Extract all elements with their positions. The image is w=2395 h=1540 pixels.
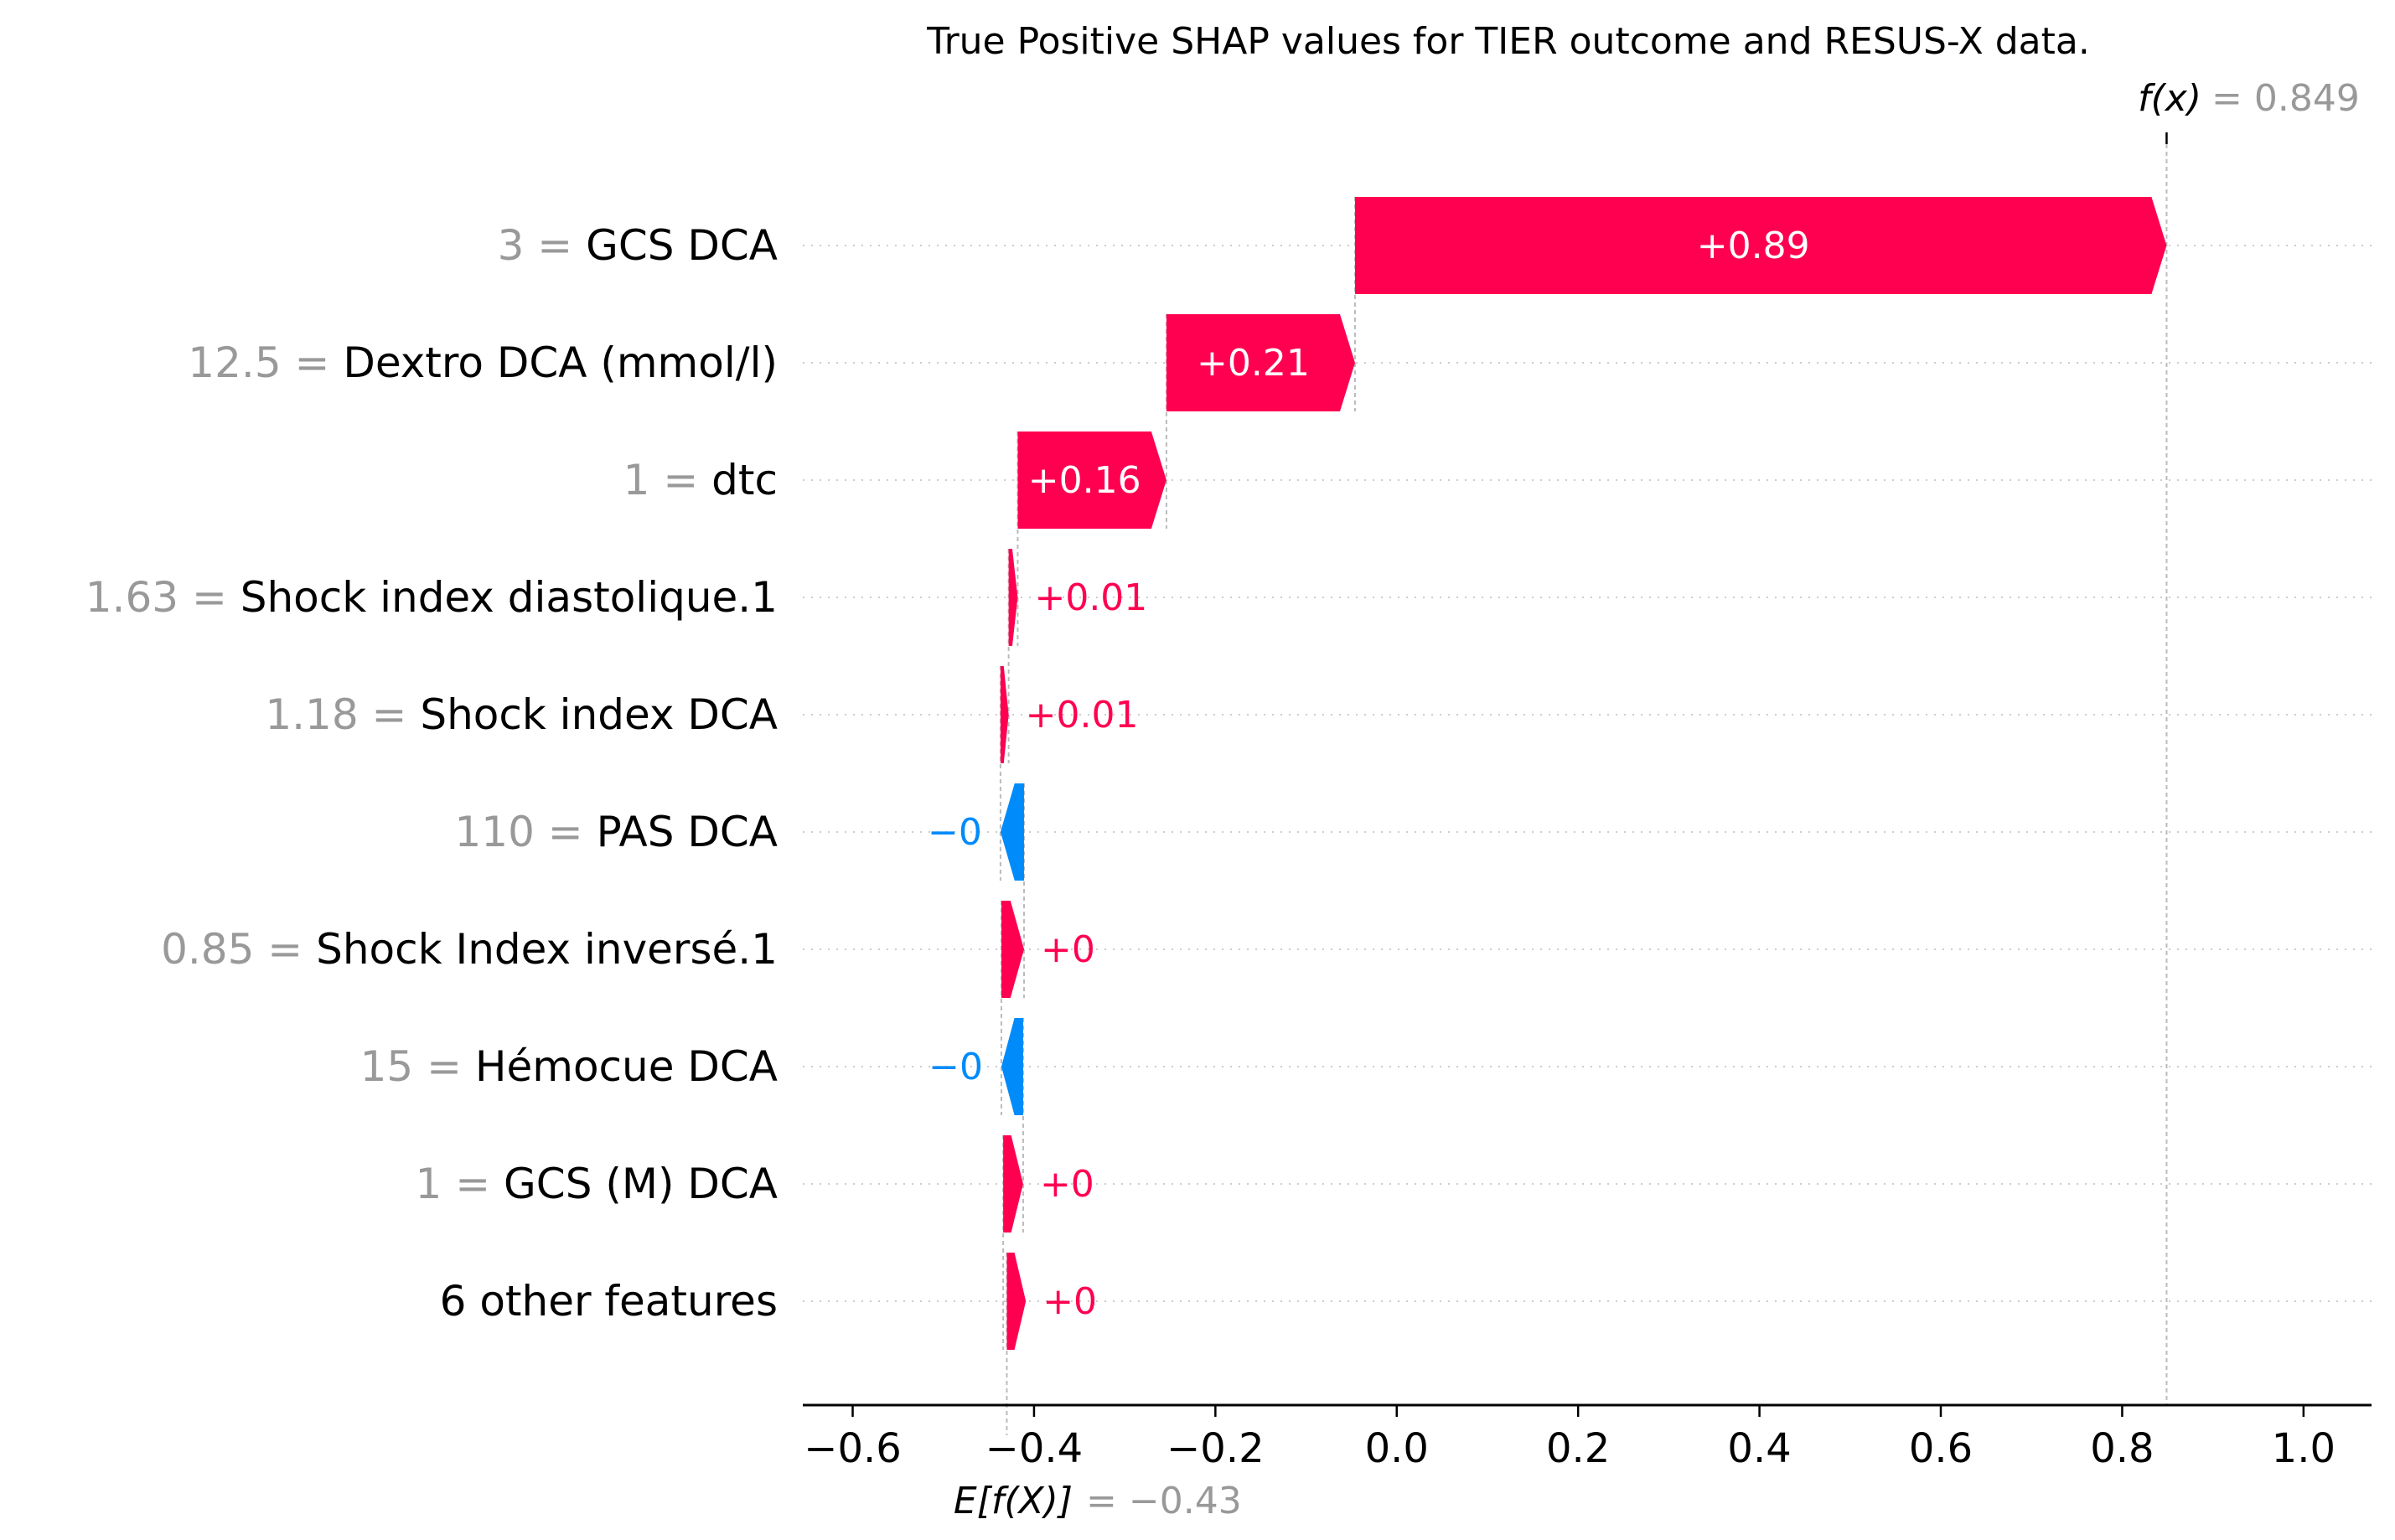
shap-bar: [1000, 666, 1009, 763]
shap-bar: [1000, 783, 1025, 881]
feature-labels: 3 = GCS DCA 12.5 = Dextro DCA (mmol/l) 1 =…: [85, 221, 778, 1326]
shap-value-label: −0: [929, 1046, 983, 1088]
fx-label: f(x): [2138, 77, 2201, 120]
feature-name: Shock index diastolique.1: [241, 573, 778, 622]
feature-value: 110 =: [454, 808, 596, 856]
feature-name: Dextro DCA (mmol/l): [343, 338, 778, 387]
feature-label: 0.85 = Shock Index inversé.1: [161, 925, 778, 974]
x-tick-label: 0.6: [1909, 1425, 1973, 1472]
base-annotation: E[f(X)] = −0.43: [954, 1480, 1242, 1522]
feature-label: 110 = PAS DCA: [454, 808, 778, 856]
shap-bar: [1017, 432, 1166, 529]
waterfall-bars: +0.89 +0.21 +0.16 +0.01 +0.01 −0 +0 −0 +0 +0: [928, 197, 2167, 1350]
shap-value-label: −0: [928, 811, 982, 854]
feature-value: 1.18 =: [265, 690, 420, 739]
feature-value: 12.5 =: [188, 338, 343, 387]
feature-label: 1.63 = Shock index diastolique.1: [85, 573, 778, 622]
feature-name: Shock Index inversé.1: [316, 925, 778, 974]
base-value: = −0.43: [1086, 1480, 1242, 1522]
feature-label: 12.5 = Dextro DCA (mmol/l): [188, 338, 778, 387]
x-tick-label: −0.6: [804, 1425, 902, 1472]
shap-value-label: +0.16: [1028, 459, 1141, 502]
feature-name: PAS DCA: [597, 808, 778, 856]
feature-name: Shock index DCA: [420, 690, 778, 739]
feature-name: Hémocue DCA: [475, 1042, 778, 1091]
feature-name: dtc: [711, 456, 778, 504]
row-gridlines: [803, 245, 2372, 1302]
x-tick-label: 0.8: [2090, 1425, 2154, 1472]
x-tick-label: 1.0: [2272, 1425, 2336, 1472]
shap-value-label: +0: [1040, 1163, 1094, 1206]
fx-annotation: f(x) = 0.849: [2138, 77, 2360, 120]
shap-value-label: +0: [1041, 928, 1095, 971]
feature-value: 1.63 =: [85, 573, 241, 622]
feature-value: 0.85 =: [161, 925, 316, 974]
shap-value-label: +0.89: [1697, 225, 1810, 267]
shap-bar: [1354, 197, 2167, 294]
feature-value: 1 =: [416, 1160, 504, 1208]
feature-value: 1 =: [623, 456, 712, 504]
fx-value: = 0.849: [2211, 77, 2360, 120]
feature-value: 15 =: [360, 1042, 475, 1091]
feature-label: 1.18 = Shock index DCA: [265, 690, 778, 739]
feature-label: 15 = Hémocue DCA: [360, 1042, 778, 1091]
shap-bar: [1008, 549, 1018, 646]
x-tick-label: −0.4: [985, 1425, 1084, 1472]
feature-name: GCS (M) DCA: [504, 1160, 778, 1208]
feature-value: 3 =: [498, 221, 587, 270]
x-tick-label: 0.0: [1365, 1425, 1429, 1472]
feature-name: 6 other features: [440, 1277, 778, 1326]
feature-label: 3 = GCS DCA: [498, 221, 778, 270]
shap-value-label: +0: [1042, 1280, 1097, 1323]
shap-bar: [1006, 1253, 1027, 1350]
shap-value-label: +0.01: [1026, 694, 1139, 736]
shap-value-label: +0.21: [1197, 342, 1310, 385]
feature-label: 6 other features: [440, 1277, 778, 1326]
shap-bar: [1166, 314, 1355, 411]
shap-bar: [1001, 1018, 1023, 1115]
shap-bar: [1003, 1135, 1023, 1233]
x-tick-label: −0.2: [1166, 1425, 1265, 1472]
x-tick-label: 0.4: [1727, 1425, 1791, 1472]
base-label: E[f(X)]: [954, 1480, 1073, 1522]
feature-label: 1 = dtc: [623, 456, 778, 504]
x-axis-ticks: −0.6 −0.4 −0.2 0.0 0.2 0.4 0.6 0.8 1.0: [804, 1405, 2336, 1472]
feature-name: GCS DCA: [586, 221, 778, 270]
shap-bar: [1001, 901, 1025, 998]
shap-value-label: +0.01: [1034, 576, 1147, 619]
feature-label: 1 = GCS (M) DCA: [416, 1160, 778, 1208]
chart-title: True Positive SHAP values for TIER outco…: [926, 20, 2090, 63]
x-tick-label: 0.2: [1546, 1425, 1610, 1472]
x-axis: −0.6 −0.4 −0.2 0.0 0.2 0.4 0.6 0.8 1.0: [803, 1403, 2372, 1472]
